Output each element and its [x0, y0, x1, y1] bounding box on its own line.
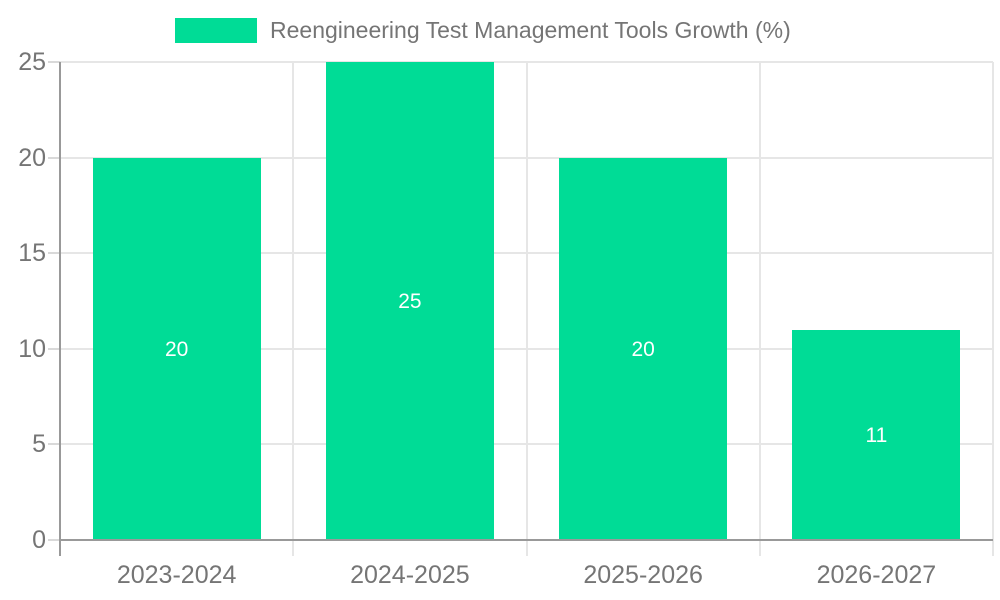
x-tick-label: 2023-2024: [116, 561, 237, 589]
bar-value-label: 11: [865, 423, 888, 447]
y-tick-label: 25: [18, 48, 46, 76]
y-axis-tick: [48, 443, 60, 446]
bar: [325, 62, 494, 540]
bar: [559, 157, 728, 540]
legend-swatch-icon: [175, 18, 257, 43]
y-axis-line: [59, 62, 61, 556]
bar-value-label: 20: [164, 337, 189, 361]
legend-label: Reengineering Test Management Tools Grow…: [270, 17, 791, 43]
y-tick-label: 15: [18, 239, 46, 268]
y-axis-tick: [48, 156, 60, 159]
y-axis-tick: [48, 539, 60, 541]
x-tick-label: 2024-2025: [350, 561, 470, 589]
legend-item[interactable]: Reengineering Test Management Tools Grow…: [175, 16, 791, 45]
bar-value-label: 25: [398, 290, 422, 313]
x-gridline: [525, 62, 528, 556]
x-gridline: [292, 62, 295, 556]
x-gridline: [992, 62, 994, 556]
x-tick-label: 2026-2027: [816, 561, 937, 589]
bar: [92, 157, 261, 540]
bar: [792, 329, 961, 540]
x-axis-line: [60, 539, 993, 541]
y-tick-label: 5: [32, 430, 46, 459]
y-axis-tick: [48, 252, 60, 255]
y-tick-label: 0: [32, 526, 46, 554]
y-axis-tick: [48, 347, 60, 350]
bar-value-label: 20: [631, 337, 655, 361]
y-tick-label: 20: [18, 143, 46, 172]
x-gridline: [758, 62, 761, 556]
y-axis-tick: [48, 61, 60, 63]
x-tick-label: 2025-2026: [583, 561, 703, 589]
y-tick-label: 10: [18, 334, 46, 363]
